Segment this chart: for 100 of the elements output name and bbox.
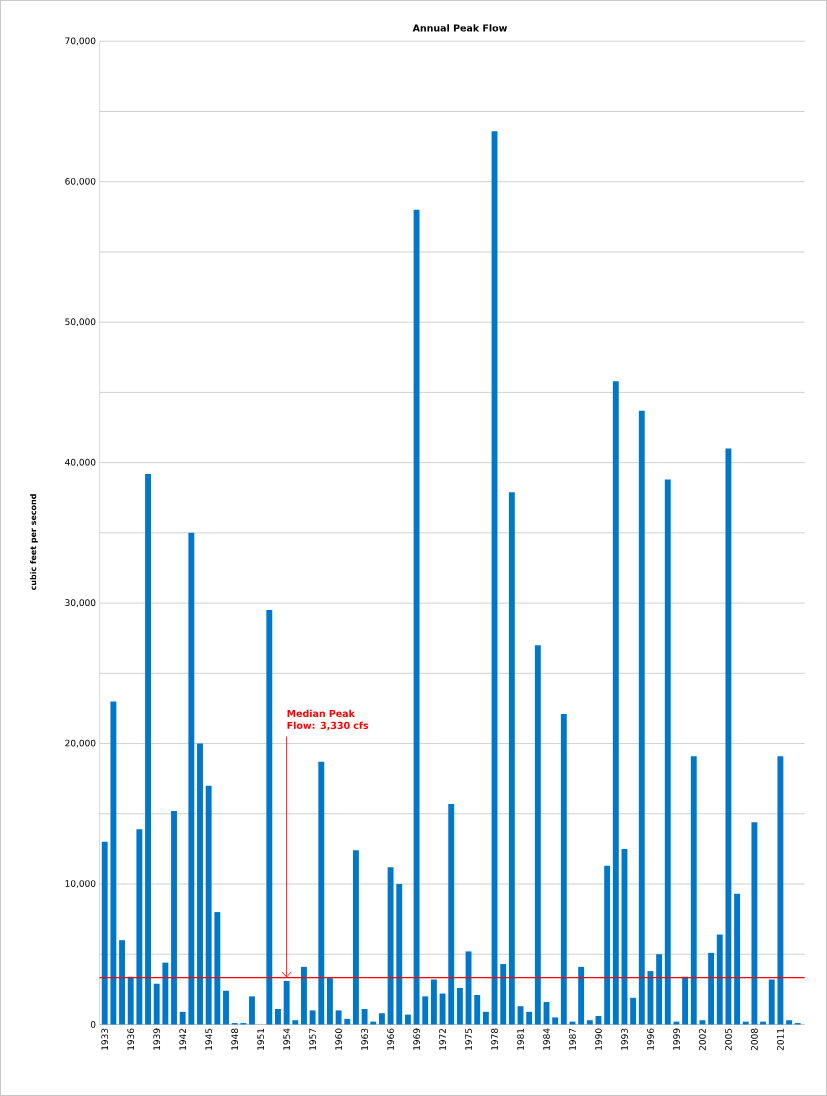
bar [656, 954, 663, 1025]
y-tick-label: 20,000 [65, 739, 96, 748]
chart-title: Annual Peak Flow [412, 24, 508, 32]
bar [301, 966, 307, 1025]
bar [716, 934, 723, 1025]
bar [534, 645, 541, 1025]
bar [456, 987, 463, 1025]
bar [422, 996, 429, 1025]
bar [344, 1018, 351, 1025]
bar [127, 976, 134, 1025]
bar [110, 701, 117, 1025]
bar [283, 980, 290, 1025]
bar [430, 979, 437, 1025]
bar [552, 1017, 559, 1025]
annotation: Median Peak Flow: 3,330 cfs [287, 709, 369, 731]
x-tick-label: 1969 [413, 1028, 420, 1050]
y-tick-label: 40,000 [65, 458, 96, 467]
bar [725, 448, 732, 1025]
bar [682, 976, 689, 1025]
bar [439, 993, 446, 1025]
bar [266, 610, 273, 1025]
x-tick-label: 1978 [491, 1028, 498, 1050]
x-tick-label: 2011 [777, 1028, 784, 1051]
bar [474, 994, 481, 1025]
x-tick-label: 2008 [751, 1028, 758, 1051]
bar [335, 1010, 342, 1025]
bar [526, 1011, 533, 1025]
bar [179, 1011, 186, 1025]
bar [500, 964, 507, 1025]
bar [768, 979, 775, 1025]
bar [560, 714, 567, 1025]
bar [275, 1009, 281, 1025]
bar [162, 962, 169, 1025]
bar [249, 996, 255, 1025]
x-tick-label: 1975 [465, 1028, 472, 1050]
x-tick-label: 1972 [439, 1028, 446, 1050]
bar [786, 1020, 793, 1025]
x-tick-label: 2005 [725, 1028, 732, 1051]
x-tick-label: 1945 [205, 1028, 213, 1050]
bar [205, 785, 212, 1025]
bar [145, 473, 152, 1025]
bar [101, 841, 108, 1025]
y-tick-label: 70,000 [65, 37, 96, 46]
bar [638, 410, 645, 1025]
x-tick-label: 1984 [543, 1028, 550, 1050]
bar [327, 978, 333, 1025]
x-tick-label: 1939 [153, 1028, 161, 1050]
bar [586, 1020, 593, 1025]
x-tick-label: 1987 [569, 1028, 576, 1050]
x-tick-label: 1996 [647, 1028, 654, 1050]
x-tick-label: 2002 [699, 1028, 706, 1051]
y-tick-label: 10,000 [65, 880, 96, 888]
x-tick-label: 1954 [283, 1028, 291, 1050]
bar [699, 1020, 706, 1025]
y-tick-label: 60,000 [65, 177, 96, 186]
bar [318, 761, 325, 1025]
bar [413, 209, 420, 1025]
bar [404, 1014, 411, 1025]
bar [353, 850, 359, 1025]
bar [119, 940, 126, 1025]
bar [604, 865, 611, 1025]
bar [690, 756, 697, 1025]
bar [361, 1009, 368, 1025]
bar [578, 966, 585, 1025]
bar [630, 997, 637, 1025]
bar [664, 479, 671, 1025]
bar [708, 952, 715, 1025]
x-tick-label: 1990 [595, 1028, 602, 1050]
x-tick-label: 1933 [101, 1028, 109, 1050]
x-tick-label: 1942 [179, 1028, 187, 1050]
bar [292, 1020, 299, 1025]
bar [197, 743, 203, 1025]
x-tick-label: 1960 [335, 1028, 343, 1050]
x-tick-label: 1957 [309, 1028, 317, 1050]
bar [309, 1010, 316, 1025]
bar [751, 822, 758, 1025]
bar [171, 810, 177, 1025]
x-tick-label: 1999 [673, 1028, 680, 1050]
x-tick-label: 1963 [361, 1028, 369, 1050]
x-tick-label: 1936 [127, 1028, 135, 1050]
x-tick-label: 1951 [257, 1028, 265, 1050]
bar [136, 829, 143, 1025]
bar [188, 532, 195, 1025]
x-tick-label: 1948 [231, 1028, 239, 1050]
bar [153, 983, 160, 1025]
y-tick-label: 30,000 [65, 599, 96, 607]
y-tick-label: 50,000 [65, 318, 96, 327]
bar [396, 884, 403, 1025]
y-tick-label: 0 [90, 1021, 96, 1028]
bar [387, 867, 394, 1025]
bar [448, 803, 455, 1025]
bar [223, 990, 229, 1025]
x-tick-label: 1981 [517, 1028, 524, 1050]
bar [734, 893, 741, 1025]
bar [612, 381, 619, 1025]
x-tick-label: 1966 [387, 1028, 394, 1050]
bar [777, 756, 784, 1025]
bar [482, 1011, 489, 1025]
x-tick-label: 1993 [621, 1028, 628, 1050]
bar [214, 912, 221, 1025]
